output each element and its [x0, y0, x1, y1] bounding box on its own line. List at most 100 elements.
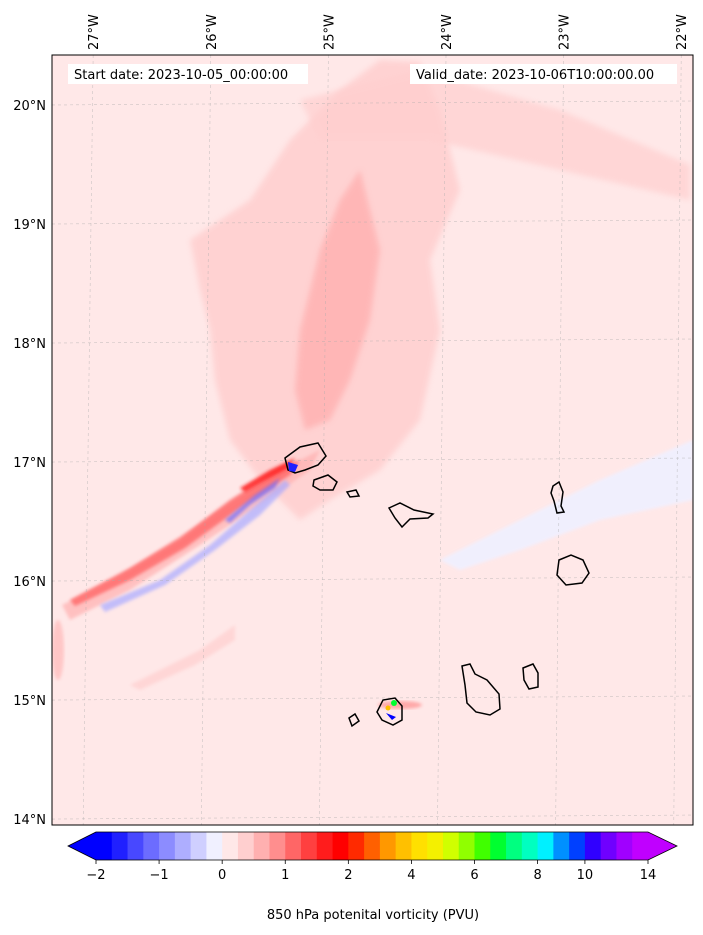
longitude-tick-label: 23°W — [558, 14, 573, 50]
island-sao-vicente — [312, 474, 338, 491]
latitude-tick-label: 16°N — [13, 575, 46, 590]
longitude-tick-label: 24°W — [440, 14, 455, 50]
colorbar-swatch — [111, 832, 129, 860]
colorbar-swatch — [395, 832, 412, 860]
gridlines — [52, 55, 693, 825]
colorbar-tick-label: 2 — [344, 868, 352, 883]
colorbar-tick-label: −2 — [86, 868, 105, 883]
latitude-tick-label: 19°N — [13, 218, 46, 233]
pv-blob-south — [378, 701, 422, 709]
colorbar-swatch — [96, 832, 113, 860]
pv-band-blue — [100, 480, 290, 612]
pv-patch-left — [52, 620, 64, 680]
island-sal — [550, 480, 566, 514]
colorbar-swatch — [474, 832, 491, 860]
colorbar-swatch — [506, 832, 523, 860]
island-sao-nicolau — [387, 502, 435, 529]
map-frame — [51, 54, 694, 826]
longitude-tick-label: 27°W — [87, 14, 102, 50]
colorbar-swatch — [143, 832, 160, 860]
island-brava — [348, 712, 360, 728]
colorbar-swatch — [253, 832, 270, 860]
longitude-tick-label: 22°W — [675, 14, 690, 50]
parallel-gridline — [52, 457, 693, 463]
longitude-tick-label: 25°W — [322, 14, 337, 50]
start-date-box — [68, 64, 308, 84]
pv-band-blue-strong — [225, 478, 280, 523]
parallel-gridline — [52, 219, 693, 225]
colorbar-swatch — [237, 832, 255, 860]
latitude-tick-label: 17°N — [13, 456, 46, 471]
latitude-tick-labels: 20°N 19°N 18°N 17°N 16°N 15°N 14°N — [13, 99, 46, 828]
colorbar-swatch — [159, 832, 176, 860]
pv-band-core — [240, 458, 295, 492]
colorbar-swatch — [458, 832, 476, 860]
latitude-tick-label: 14°N — [13, 813, 46, 828]
island-fogo — [376, 697, 403, 726]
colorbar-swatch — [616, 832, 633, 860]
colorbar-swatch — [521, 832, 539, 860]
island-maio — [522, 663, 539, 690]
meridian-gridline — [437, 55, 447, 825]
parallel-gridline — [52, 338, 693, 344]
pv-max-marker-yellow — [385, 705, 391, 711]
parallel-gridline — [52, 814, 693, 820]
meridian-gridline — [319, 55, 329, 825]
pv-min-marker-blue — [386, 713, 396, 720]
colorbar-tick-label: 4 — [407, 868, 415, 883]
colorbar-swatch — [584, 832, 602, 860]
parallel-gridline — [52, 695, 693, 701]
colorbar-swatch — [316, 832, 334, 860]
colorbar-swatch — [348, 832, 365, 860]
start-date-label: Start date: 2023-10-05_00:00:00 — [74, 68, 288, 83]
meridian-gridline — [82, 55, 94, 825]
colorbar-tick-label: 1 — [281, 868, 289, 883]
meridian-gridline — [555, 55, 564, 825]
colorbar-swatch — [190, 832, 207, 860]
island-santiago — [461, 663, 501, 716]
pv-streaks-upper — [300, 70, 690, 200]
colorbar-swatch — [569, 832, 586, 860]
colorbar-swatch — [537, 832, 554, 860]
colorbar-label: 850 hPa potenital vorticity (PVU) — [267, 908, 479, 923]
colorbar-swatch — [379, 832, 397, 860]
colorbar-swatch — [364, 832, 381, 860]
colorbar-tick-label: 10 — [577, 868, 594, 883]
pv-max-marker-green — [391, 700, 397, 706]
colorbar-swatch — [285, 832, 302, 860]
colorbar-swatch — [490, 832, 507, 860]
pv-patch-southwest — [130, 625, 235, 690]
colorbar-swatch — [553, 832, 570, 860]
colorbar-swatch — [600, 832, 617, 860]
colorbar-tick-label: 6 — [470, 868, 478, 883]
colorbar-swatch — [411, 832, 428, 860]
negative-pv-band — [440, 440, 693, 570]
longitude-tick-label: 26°W — [205, 14, 220, 50]
pv-min-marker-blue-north — [288, 462, 298, 472]
meridian-gridline — [200, 55, 212, 825]
colorbar-swatch — [442, 832, 460, 860]
map-panel — [52, 55, 693, 825]
colorbar-swatch — [332, 832, 349, 860]
island-santa-luzia — [345, 489, 361, 498]
colorbar-extend-min — [68, 832, 96, 860]
colorbar-swatch — [127, 832, 144, 860]
colorbar-tick-label: −1 — [149, 868, 168, 883]
colorbar-tick-label: 14 — [640, 868, 657, 883]
latitude-tick-label: 18°N — [13, 337, 46, 352]
valid-date-label: Valid_date: 2023-10-06T10:00:00.00 — [416, 68, 654, 83]
colorbar-extend-max — [648, 832, 677, 860]
longitude-tick-labels: 27°W 26°W 25°W 24°W 23°W 22°W — [87, 14, 690, 50]
meridian-gridline — [673, 55, 682, 825]
colorbar-swatch — [301, 832, 318, 860]
island-boa-vista — [556, 554, 590, 586]
parallel-gridline — [52, 100, 693, 106]
pv-plume-core — [295, 170, 380, 430]
colorbar-swatch — [269, 832, 286, 860]
latitude-tick-label: 20°N — [13, 99, 46, 114]
latitude-tick-label: 15°N — [13, 694, 46, 709]
colorbar-swatch — [632, 832, 649, 860]
colorbar-swatch — [174, 832, 192, 860]
colorbar-tick-label: 8 — [533, 868, 541, 883]
